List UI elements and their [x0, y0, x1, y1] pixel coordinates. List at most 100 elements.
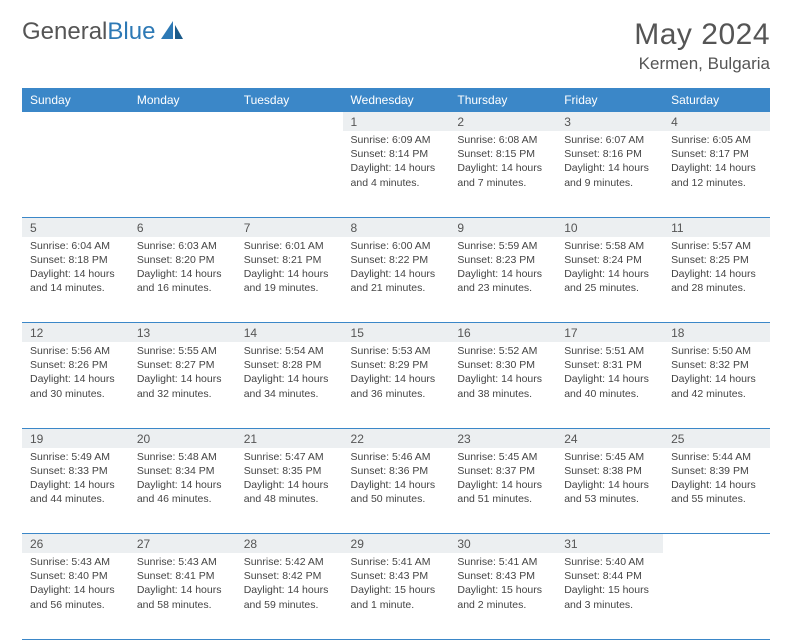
day-number-row: 19202122232425	[22, 428, 770, 448]
daylight-text: Daylight: 14 hours and 30 minutes.	[30, 372, 121, 400]
day-cell: Sunrise: 5:46 AMSunset: 8:36 PMDaylight:…	[343, 448, 450, 534]
daylight-text: Daylight: 14 hours and 48 minutes.	[244, 478, 335, 506]
sunset-text: Sunset: 8:37 PM	[457, 464, 548, 478]
sunrise-text: Sunrise: 5:40 AM	[564, 555, 655, 569]
day-number: 17	[556, 323, 663, 343]
day-number: 20	[129, 428, 236, 448]
day-number: 13	[129, 323, 236, 343]
sunrise-text: Sunrise: 5:41 AM	[351, 555, 442, 569]
day-cell: Sunrise: 6:00 AMSunset: 8:22 PMDaylight:…	[343, 237, 450, 323]
sunset-text: Sunset: 8:17 PM	[671, 147, 762, 161]
sunset-text: Sunset: 8:44 PM	[564, 569, 655, 583]
sunset-text: Sunset: 8:34 PM	[137, 464, 228, 478]
day-number: 9	[449, 217, 556, 237]
day-cell-body: Sunrise: 5:40 AMSunset: 8:44 PMDaylight:…	[556, 553, 663, 616]
sunset-text: Sunset: 8:36 PM	[351, 464, 442, 478]
day-cell-body: Sunrise: 5:41 AMSunset: 8:43 PMDaylight:…	[343, 553, 450, 616]
day-header: Thursday	[449, 88, 556, 112]
sunrise-text: Sunrise: 5:48 AM	[137, 450, 228, 464]
day-cell-body: Sunrise: 6:03 AMSunset: 8:20 PMDaylight:…	[129, 237, 236, 300]
day-cell: Sunrise: 5:58 AMSunset: 8:24 PMDaylight:…	[556, 237, 663, 323]
sunrise-text: Sunrise: 5:45 AM	[457, 450, 548, 464]
day-number	[22, 112, 129, 131]
daylight-text: Daylight: 14 hours and 44 minutes.	[30, 478, 121, 506]
day-cell-body: Sunrise: 5:59 AMSunset: 8:23 PMDaylight:…	[449, 237, 556, 300]
day-number-row: 12131415161718	[22, 323, 770, 343]
sunset-text: Sunset: 8:41 PM	[137, 569, 228, 583]
sunset-text: Sunset: 8:25 PM	[671, 253, 762, 267]
sunrise-text: Sunrise: 5:57 AM	[671, 239, 762, 253]
day-number: 26	[22, 534, 129, 554]
sunrise-text: Sunrise: 5:55 AM	[137, 344, 228, 358]
day-header: Sunday	[22, 88, 129, 112]
logo-word2: Blue	[107, 18, 155, 45]
day-cell-body: Sunrise: 6:07 AMSunset: 8:16 PMDaylight:…	[556, 131, 663, 194]
day-number	[236, 112, 343, 131]
sunset-text: Sunset: 8:26 PM	[30, 358, 121, 372]
sunrise-text: Sunrise: 5:46 AM	[351, 450, 442, 464]
sunrise-text: Sunrise: 5:47 AM	[244, 450, 335, 464]
sunset-text: Sunset: 8:21 PM	[244, 253, 335, 267]
day-cell-body: Sunrise: 6:09 AMSunset: 8:14 PMDaylight:…	[343, 131, 450, 194]
day-cell-body: Sunrise: 5:56 AMSunset: 8:26 PMDaylight:…	[22, 342, 129, 405]
sunrise-text: Sunrise: 6:05 AM	[671, 133, 762, 147]
day-header: Friday	[556, 88, 663, 112]
sunrise-text: Sunrise: 5:59 AM	[457, 239, 548, 253]
daylight-text: Daylight: 14 hours and 25 minutes.	[564, 267, 655, 295]
daylight-text: Daylight: 14 hours and 46 minutes.	[137, 478, 228, 506]
header: GeneralBlue May 2024 Kermen, Bulgaria	[22, 18, 770, 74]
day-content-row: Sunrise: 6:04 AMSunset: 8:18 PMDaylight:…	[22, 237, 770, 323]
day-number: 31	[556, 534, 663, 554]
day-cell: Sunrise: 5:54 AMSunset: 8:28 PMDaylight:…	[236, 342, 343, 428]
day-cell-body: Sunrise: 5:47 AMSunset: 8:35 PMDaylight:…	[236, 448, 343, 511]
daylight-text: Daylight: 14 hours and 58 minutes.	[137, 583, 228, 611]
day-cell-body: Sunrise: 6:04 AMSunset: 8:18 PMDaylight:…	[22, 237, 129, 300]
day-cell: Sunrise: 6:07 AMSunset: 8:16 PMDaylight:…	[556, 131, 663, 217]
day-number: 19	[22, 428, 129, 448]
sunset-text: Sunset: 8:30 PM	[457, 358, 548, 372]
page-title: May 2024	[634, 18, 770, 52]
sunrise-text: Sunrise: 5:53 AM	[351, 344, 442, 358]
day-number: 2	[449, 112, 556, 131]
sunrise-text: Sunrise: 5:41 AM	[457, 555, 548, 569]
day-number: 25	[663, 428, 770, 448]
day-cell-body: Sunrise: 6:05 AMSunset: 8:17 PMDaylight:…	[663, 131, 770, 194]
sunrise-text: Sunrise: 5:49 AM	[30, 450, 121, 464]
day-cell-body: Sunrise: 6:01 AMSunset: 8:21 PMDaylight:…	[236, 237, 343, 300]
sunset-text: Sunset: 8:15 PM	[457, 147, 548, 161]
day-cell: Sunrise: 5:52 AMSunset: 8:30 PMDaylight:…	[449, 342, 556, 428]
day-cell-body: Sunrise: 5:53 AMSunset: 8:29 PMDaylight:…	[343, 342, 450, 405]
sunset-text: Sunset: 8:20 PM	[137, 253, 228, 267]
day-cell-body: Sunrise: 5:52 AMSunset: 8:30 PMDaylight:…	[449, 342, 556, 405]
day-cell: Sunrise: 6:09 AMSunset: 8:14 PMDaylight:…	[343, 131, 450, 217]
day-cell: Sunrise: 5:47 AMSunset: 8:35 PMDaylight:…	[236, 448, 343, 534]
sunset-text: Sunset: 8:35 PM	[244, 464, 335, 478]
day-cell: Sunrise: 6:08 AMSunset: 8:15 PMDaylight:…	[449, 131, 556, 217]
sunset-text: Sunset: 8:14 PM	[351, 147, 442, 161]
day-cell-body: Sunrise: 5:42 AMSunset: 8:42 PMDaylight:…	[236, 553, 343, 616]
daylight-text: Daylight: 14 hours and 21 minutes.	[351, 267, 442, 295]
day-cell: Sunrise: 6:05 AMSunset: 8:17 PMDaylight:…	[663, 131, 770, 217]
sunset-text: Sunset: 8:29 PM	[351, 358, 442, 372]
day-number: 28	[236, 534, 343, 554]
logo: GeneralBlue	[22, 18, 185, 46]
sunrise-text: Sunrise: 5:58 AM	[564, 239, 655, 253]
day-cell-body: Sunrise: 5:58 AMSunset: 8:24 PMDaylight:…	[556, 237, 663, 300]
day-cell: Sunrise: 5:48 AMSunset: 8:34 PMDaylight:…	[129, 448, 236, 534]
day-cell-body: Sunrise: 5:44 AMSunset: 8:39 PMDaylight:…	[663, 448, 770, 511]
sunset-text: Sunset: 8:24 PM	[564, 253, 655, 267]
day-cell-body: Sunrise: 5:41 AMSunset: 8:43 PMDaylight:…	[449, 553, 556, 616]
day-cell-body: Sunrise: 5:57 AMSunset: 8:25 PMDaylight:…	[663, 237, 770, 300]
day-cell-body: Sunrise: 5:48 AMSunset: 8:34 PMDaylight:…	[129, 448, 236, 511]
day-cell-body: Sunrise: 5:55 AMSunset: 8:27 PMDaylight:…	[129, 342, 236, 405]
sunset-text: Sunset: 8:28 PM	[244, 358, 335, 372]
daylight-text: Daylight: 14 hours and 59 minutes.	[244, 583, 335, 611]
sunrise-text: Sunrise: 5:42 AM	[244, 555, 335, 569]
day-number: 15	[343, 323, 450, 343]
day-number: 23	[449, 428, 556, 448]
day-number: 24	[556, 428, 663, 448]
logo-text: GeneralBlue	[22, 18, 155, 46]
day-number: 11	[663, 217, 770, 237]
logo-word1: General	[22, 18, 107, 45]
day-cell	[663, 553, 770, 639]
